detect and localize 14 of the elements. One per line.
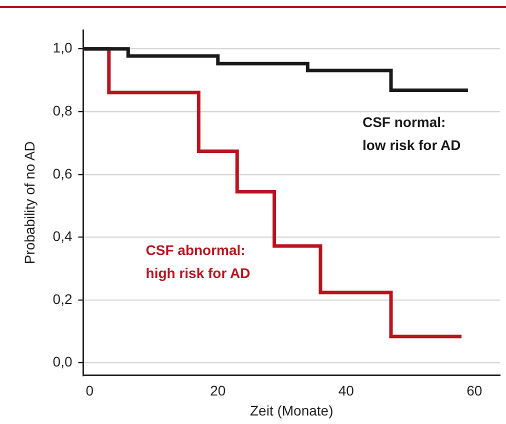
y-tick-label: 0,4	[52, 228, 72, 244]
y-tick-label: 0,6	[52, 165, 72, 182]
x-tick-label: 40	[338, 382, 354, 399]
x-tick-label: 0	[86, 382, 94, 399]
series-label: CSF normal: low risk for AD	[362, 114, 461, 154]
y-tick-label: 0,0	[52, 354, 72, 370]
x-tick-label: 60	[466, 382, 482, 399]
x-tick-label: 20	[210, 382, 226, 399]
y-tick-label: 0,8	[52, 102, 72, 118]
x-axis-title: Zeit (Monate)	[250, 402, 334, 418]
y-tick-label: 0,2	[52, 290, 72, 307]
y-axis-title: Probability of no AD	[21, 141, 38, 264]
y-tick-label: 1,0	[52, 40, 72, 56]
series-label: CSF abnormal: high risk for AD	[146, 242, 250, 281]
